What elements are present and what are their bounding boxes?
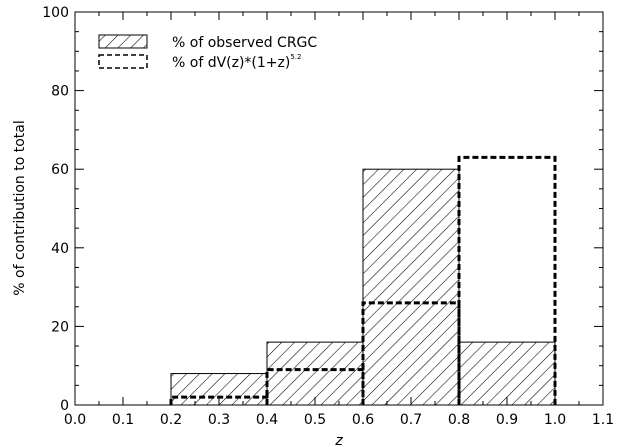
y-tick-label: 20	[51, 319, 69, 335]
x-tick-label: 0.4	[256, 412, 278, 428]
x-tick-label: 0.2	[160, 412, 182, 428]
legend-label-volume-exponent: 5.2	[290, 53, 301, 61]
y-tick-label: 0	[60, 398, 69, 414]
legend-swatch-hatched	[98, 34, 148, 49]
legend-label-volume-text: % of dV(z)*(1+z)	[172, 55, 290, 71]
y-axis-label: % of contribution to total	[12, 120, 28, 296]
x-tick-label: 1.0	[544, 412, 566, 428]
x-tick-label: 0.5	[304, 412, 326, 428]
x-tick-label: 0.7	[400, 412, 422, 428]
x-tick-label: 1.1	[592, 412, 614, 428]
x-tick-label: 0.0	[64, 412, 86, 428]
bar-observed-1	[266, 341, 364, 406]
bars-layer	[170, 168, 556, 406]
legend-swatch-dashed	[98, 54, 148, 69]
y-tick-label: 40	[51, 241, 69, 257]
legend-label-observed: % of observed CRGC	[172, 35, 317, 51]
bar-observed-3	[458, 341, 556, 406]
x-tick-label: 0.8	[448, 412, 470, 428]
y-tick-label: 60	[51, 162, 69, 178]
bar-observed-2	[362, 168, 460, 406]
x-axis-label: z	[334, 433, 343, 447]
ticks-layer: 0.0 0.1 0.2 0.3 0.4 0.5 0.6 0.7 0.8 0.9 1.0 1.1 0 20 4…	[42, 5, 614, 428]
legend-label-volume: % of dV(z)*(1+z)5.2	[172, 53, 301, 71]
step-volume-1	[265, 368, 365, 405]
y-tick-label: 100	[42, 5, 69, 21]
y-tick-label: 80	[51, 84, 69, 100]
legend: % of observed CRGC % of dV(z)*(1+z)5.2	[98, 34, 317, 71]
x-tick-label: 0.3	[208, 412, 230, 428]
x-tick-label: 0.9	[496, 412, 518, 428]
x-tick-label: 0.1	[112, 412, 134, 428]
x-tick-label: 0.6	[352, 412, 374, 428]
